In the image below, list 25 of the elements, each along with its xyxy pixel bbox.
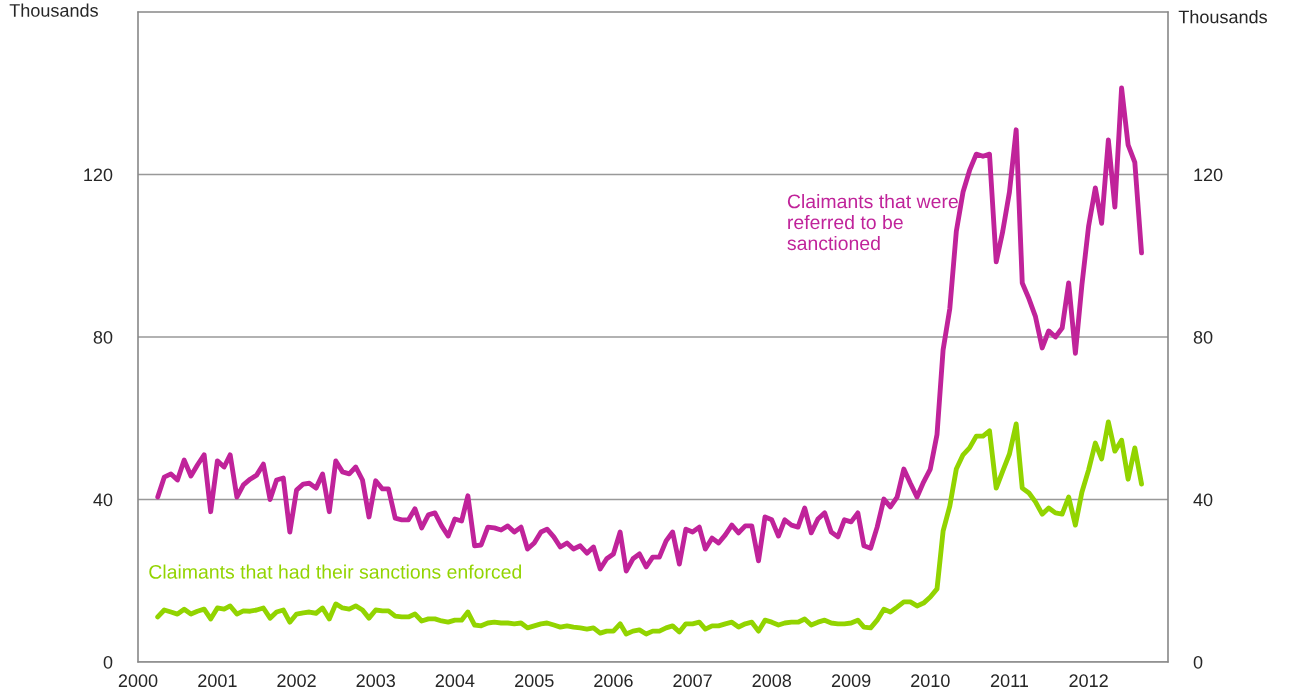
x-tick-label: 2003 bbox=[356, 674, 395, 688]
y-tick-label: 40 bbox=[93, 493, 113, 507]
x-tick-label: 2004 bbox=[435, 674, 475, 688]
x-tick-label: 2005 bbox=[515, 674, 554, 688]
y2-tick-label: 80 bbox=[1193, 330, 1213, 344]
x-tick-label: 2006 bbox=[594, 674, 633, 688]
x-tick-label: 2012 bbox=[1069, 674, 1108, 688]
x-tick-label: 2002 bbox=[277, 674, 316, 688]
y-tick-label: 0 bbox=[103, 655, 113, 669]
x-tick-label: 2001 bbox=[198, 674, 237, 688]
series-label: Claimants that had their sanctions enforced bbox=[149, 564, 522, 579]
series-label: Claimants that were referred to be sanctioned bbox=[787, 194, 958, 251]
y-tick-label: 120 bbox=[84, 168, 113, 182]
x-tick-label: 2010 bbox=[911, 674, 950, 688]
x-tick-label: 2009 bbox=[831, 674, 871, 688]
y2-tick-label: 0 bbox=[1193, 655, 1203, 669]
y-axis-title: Thousands bbox=[9, 3, 98, 17]
x-tick-label: 2011 bbox=[990, 674, 1028, 688]
x-tick-label: 2007 bbox=[673, 674, 712, 688]
y2-tick-label: 40 bbox=[1193, 493, 1213, 507]
y2-axis-title: Thousands bbox=[1178, 10, 1267, 24]
x-tick-label: 2000 bbox=[118, 674, 158, 688]
x-tick-label: 2008 bbox=[752, 674, 792, 688]
y-tick-label: 80 bbox=[93, 330, 113, 344]
y2-tick-label: 120 bbox=[1194, 168, 1223, 182]
